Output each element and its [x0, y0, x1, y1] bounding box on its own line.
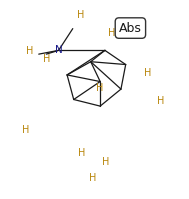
Text: H: H	[43, 54, 50, 64]
Text: H: H	[102, 157, 110, 167]
Text: H: H	[144, 68, 151, 78]
Text: H: H	[77, 148, 85, 158]
Text: H: H	[22, 125, 29, 135]
Text: H: H	[77, 10, 84, 20]
Text: H: H	[96, 83, 104, 93]
Text: H: H	[108, 28, 115, 38]
Text: Abs: Abs	[119, 21, 142, 35]
Text: H: H	[157, 96, 164, 106]
Text: H: H	[89, 173, 96, 183]
Text: H: H	[26, 46, 33, 56]
Text: N: N	[55, 45, 63, 55]
